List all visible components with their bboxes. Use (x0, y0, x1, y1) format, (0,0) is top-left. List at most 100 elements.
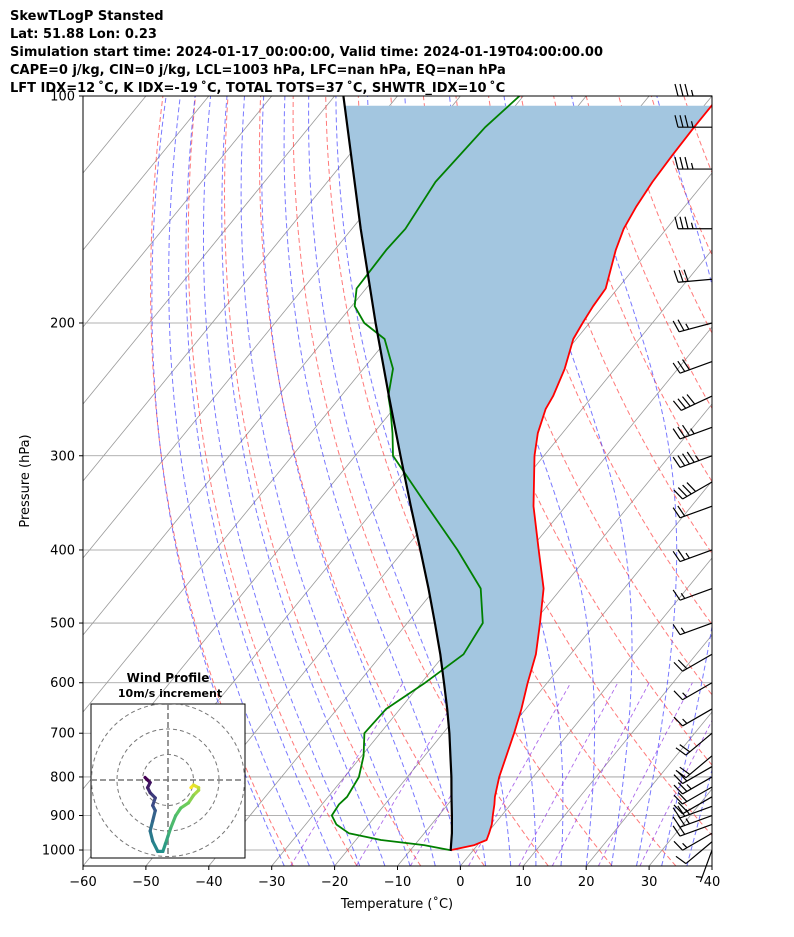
y-axis-label: Pressure (hPa) (18, 434, 33, 527)
wind-barb (674, 216, 712, 230)
x-tick-label: −40 (195, 875, 222, 890)
dry-adiabat-line (187, 96, 358, 866)
barb-half (690, 89, 694, 97)
barb-full (683, 269, 689, 282)
barb-staff (680, 395, 713, 411)
wind-barb (672, 319, 713, 333)
dry-adiabat-line (488, 96, 712, 626)
barb-full (672, 551, 681, 562)
x-tick-label: −10 (384, 875, 411, 890)
mixing-ratio-line (551, 682, 650, 866)
barb-staff (679, 455, 713, 468)
barb-staff (679, 426, 713, 440)
barb-full (674, 115, 679, 128)
dry-adiabat-line (618, 96, 712, 335)
wind-barb (673, 776, 713, 795)
convective-parameters: CAPE=0 j/kg, CIN=0 j/kg, LCL=1003 hPa, L… (10, 63, 506, 78)
barb-full (684, 83, 689, 97)
barb-full (684, 156, 689, 170)
simulation-times: Simulation start time: 2024-01-17_00:00:… (10, 45, 603, 60)
isotherm-line (83, 96, 84, 97)
barb-staff (679, 360, 713, 374)
barb-full (684, 216, 689, 229)
barb-full (686, 482, 696, 492)
wind-barb (673, 481, 713, 500)
barb-half (680, 592, 686, 599)
barb-full (673, 716, 683, 727)
wind-barb (672, 587, 713, 601)
barb-staff (679, 622, 713, 636)
barb-staff (682, 832, 713, 851)
isotherm-line (83, 96, 210, 251)
barb-full (674, 216, 679, 229)
barb-full (682, 359, 690, 371)
barb-full (672, 320, 680, 333)
moist-adiabat-line (711, 864, 712, 866)
barb-staff (685, 755, 713, 779)
barb-full (677, 360, 686, 372)
barb-half (682, 842, 688, 849)
barb-full (673, 804, 683, 815)
barb-full (677, 455, 686, 467)
barb-full (678, 269, 684, 282)
isotherm-line (83, 96, 335, 405)
barb-staff (679, 322, 713, 333)
barb-staff (679, 823, 713, 837)
dry-adiabat-line (782, 96, 794, 866)
x-tick-label: 20 (578, 875, 595, 890)
barb-full (672, 362, 681, 374)
barb-full (684, 115, 689, 128)
dry-adiabat-line (520, 96, 712, 555)
barb-half (694, 455, 700, 461)
barb-full (686, 451, 695, 463)
background-lines (83, 96, 794, 866)
x-tick-label: −20 (321, 875, 348, 890)
barb-full (679, 766, 691, 775)
wind-barb (673, 653, 713, 672)
barb-staff (678, 278, 713, 283)
y-tick-label: 200 (50, 316, 75, 331)
barb-staff (682, 708, 713, 727)
isotherm-line (522, 634, 712, 866)
wind-barb (674, 115, 712, 128)
cape-cin-fill (344, 105, 712, 851)
moist-adiabat-line (686, 767, 712, 866)
wind-barb (672, 805, 713, 819)
temperature-line (451, 103, 712, 851)
mixing-ratio-line (639, 719, 712, 866)
y-tick-label: 900 (50, 809, 75, 824)
barb-full (679, 744, 691, 753)
barb-staff (685, 841, 713, 865)
dry-adiabat-line (223, 96, 422, 866)
isotherm-line (83, 96, 461, 559)
parcel-path-line (342, 96, 453, 852)
dry-adiabat-line (455, 96, 712, 696)
dry-adiabat-line (716, 96, 794, 866)
moist-adiabat-line (308, 96, 487, 866)
barb-full (672, 807, 681, 819)
hodograph-inset: Wind Profile 10m/s increment (90, 671, 246, 859)
barb-staff (679, 505, 713, 519)
x-tick-label: −30 (258, 875, 285, 890)
barb-full (672, 816, 681, 828)
barb-full (674, 156, 679, 170)
barb-full (681, 396, 691, 407)
wind-barb (672, 394, 713, 411)
chart-header: SkewTLogP Stansted Lat: 51.88 Lon: 0.23 … (10, 8, 603, 98)
barb-half (690, 162, 694, 170)
barb-full (677, 782, 688, 792)
moist-adiabat-line (240, 96, 411, 866)
hodograph-segment (148, 829, 155, 843)
barb-full (675, 747, 687, 756)
barb-full (672, 400, 682, 411)
y-tick-label: 700 (50, 727, 75, 742)
barb-staff (682, 653, 713, 672)
barb-full (677, 805, 686, 817)
mixing-ratio-line (290, 682, 404, 866)
barb-staff (682, 776, 713, 795)
barb-half (686, 784, 692, 790)
barb-full (672, 825, 681, 837)
barb-staff (682, 682, 713, 701)
barb-half (685, 818, 690, 825)
dry-adiabat-line (325, 96, 613, 866)
